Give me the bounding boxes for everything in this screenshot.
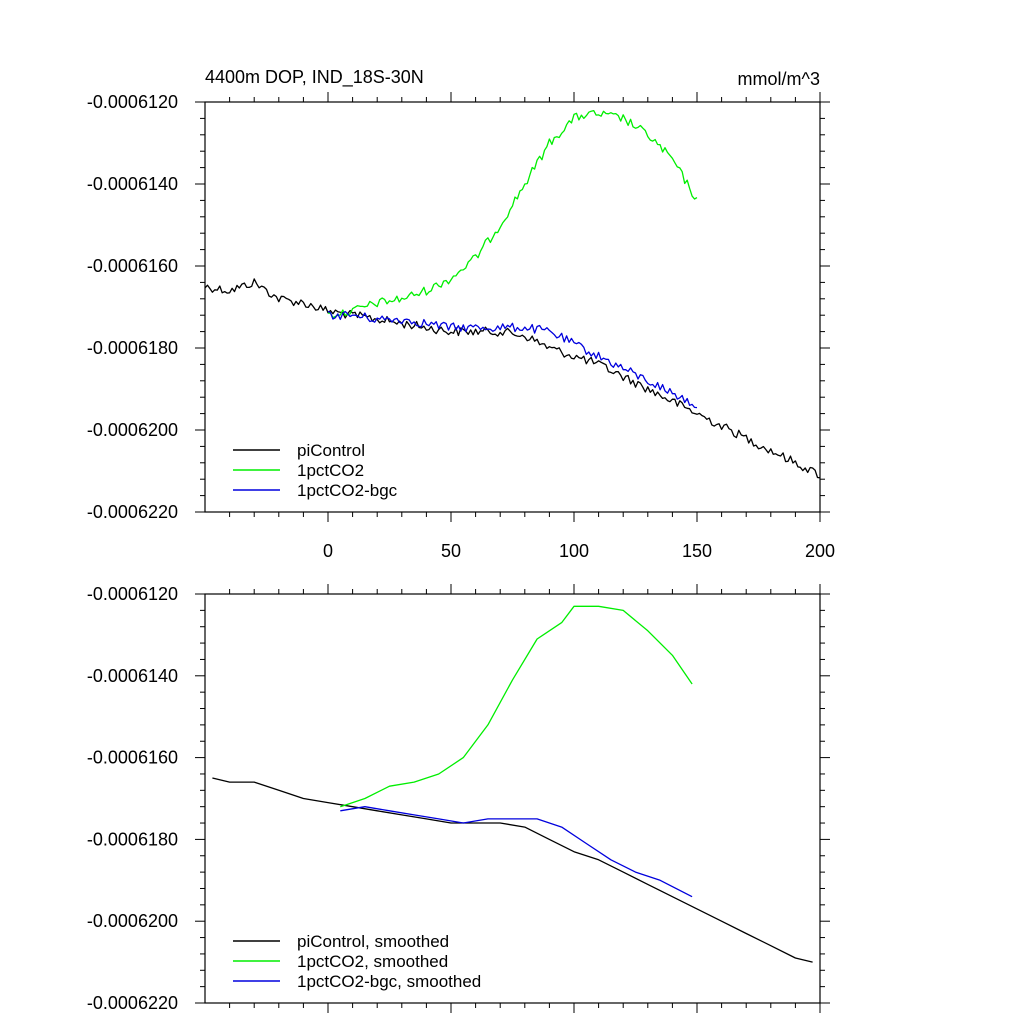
legend-label: 1pctCO2-bgc, smoothed <box>297 972 481 991</box>
y-tick-label: -0.0006140 <box>87 666 178 686</box>
legend-label: 1pctCO2-bgc <box>297 481 398 500</box>
y-tick-label: -0.0006180 <box>87 829 178 849</box>
x-tick-label: 100 <box>559 541 589 561</box>
y-tick-label: -0.0006160 <box>87 748 178 768</box>
y-tick-label: -0.0006140 <box>87 174 178 194</box>
series-line-1pctCO2-bgc <box>340 806 693 898</box>
top-panel: 0 50 100 150 200 -0.0006120 -0.0006140 -0.00061… <box>87 92 835 561</box>
chart-units: mmol/m^3 <box>738 69 820 89</box>
series-line-1pctCO2-bgc <box>327 310 698 409</box>
legend-label: 1pctCO2 <box>297 461 364 480</box>
x-tick-label: 200 <box>805 541 835 561</box>
y-tick-label: -0.0006200 <box>87 420 178 440</box>
x-tick-label: 150 <box>682 541 712 561</box>
legend-label: 1pctCO2, smoothed <box>297 952 448 971</box>
plot-frame <box>204 101 821 513</box>
chart-title: 4400m DOP, IND_18S-30N <box>205 67 424 88</box>
series-line-piControl <box>212 777 813 963</box>
series-line-piControl <box>204 278 821 479</box>
legend-label: piControl, smoothed <box>297 932 449 951</box>
y-tick-label: -0.0006120 <box>87 584 178 604</box>
series-line-1pctCO2 <box>340 605 693 808</box>
y-tick-label: -0.0006220 <box>87 993 178 1013</box>
y-tick-label: -0.0006220 <box>87 502 178 522</box>
x-tick-label: 0 <box>323 541 333 561</box>
y-tick-label: -0.0006180 <box>87 338 178 358</box>
series-line-1pctCO2 <box>327 109 698 319</box>
legend-label: piControl <box>297 441 365 460</box>
x-tick-label: 50 <box>441 541 461 561</box>
y-tick-label: -0.0006200 <box>87 911 178 931</box>
y-tick-label: -0.0006120 <box>87 92 178 112</box>
plot-frame <box>204 593 821 1004</box>
y-tick-label: -0.0006160 <box>87 256 178 276</box>
bottom-panel: -0.0006120 -0.0006140 -0.0006160 -0.0006180… <box>87 584 830 1013</box>
